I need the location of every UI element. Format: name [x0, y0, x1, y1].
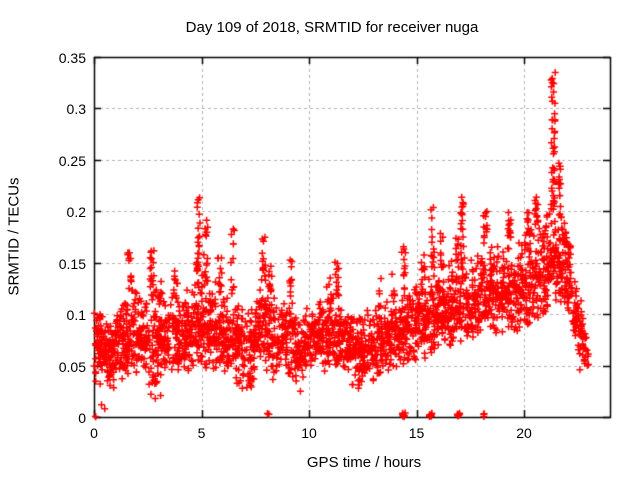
y-tick-label: 0 [78, 410, 86, 426]
x-tick-label: 20 [516, 425, 532, 441]
y-tick-label: 0.3 [66, 101, 86, 118]
y-tick-label: 0.15 [58, 255, 86, 272]
y-axis-title: SRMTID / TECUs [5, 177, 23, 296]
x-tick-label: 5 [197, 425, 206, 441]
x-tick-label: 10 [301, 425, 317, 441]
y-tick-label: 0.05 [58, 358, 86, 375]
y-tick-label: 0.35 [58, 50, 86, 66]
chart-title: Day 109 of 2018, SRMTID for receiver nug… [185, 19, 479, 36]
y-tick-label: 0.1 [66, 307, 86, 324]
x-axis-title: GPS time / hours [306, 454, 422, 471]
x-tick-label: 0 [90, 425, 98, 441]
x-tick-label: 15 [408, 425, 425, 441]
y-tick-label: 0.2 [66, 204, 86, 221]
y-tick-label: 0.25 [58, 152, 86, 169]
